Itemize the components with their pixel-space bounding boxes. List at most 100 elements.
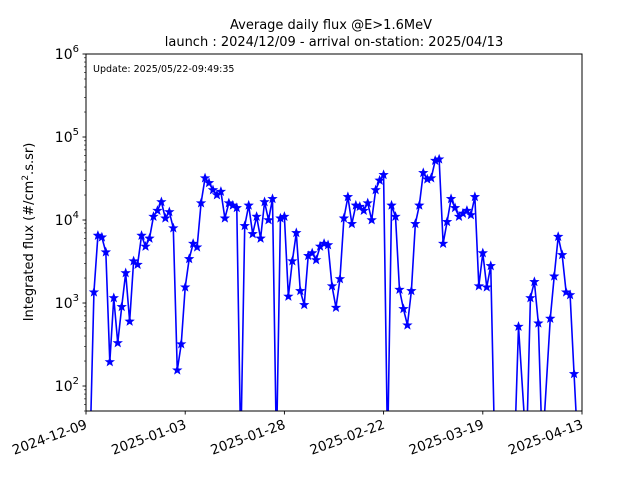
x-tick-label: 2025-01-28: [209, 417, 288, 459]
data-point: [207, 184, 219, 195]
data-point: [342, 191, 354, 202]
y-tick-label: 104: [55, 210, 79, 229]
data-point: [386, 199, 397, 210]
data-point: [390, 211, 401, 221]
data-point: [116, 301, 127, 312]
data-point: [402, 319, 413, 330]
y-tick-label: 105: [55, 127, 79, 146]
data-point: [545, 313, 556, 323]
data-point: [437, 238, 449, 248]
data-point: [172, 364, 183, 375]
data-point: [215, 186, 227, 197]
data-point: [426, 172, 437, 183]
data-point: [449, 202, 461, 213]
chart-title: Average daily flux @E>1.6MeV: [230, 18, 432, 33]
data-point: [263, 214, 274, 225]
data-point: [180, 281, 191, 292]
data-point: [243, 199, 254, 210]
data-point: [100, 246, 112, 257]
data-point: [370, 184, 381, 195]
data-point: [227, 199, 239, 210]
data-point: [255, 232, 266, 243]
series-layer: [88, 153, 580, 411]
update-annotation: Update: 2025/05/22-09:49:35: [93, 64, 234, 75]
data-point: [322, 239, 334, 250]
data-point: [306, 247, 318, 258]
data-point: [267, 193, 278, 204]
data-point: [112, 337, 123, 348]
data-point: [223, 197, 235, 208]
data-point: [529, 276, 540, 287]
data-point: [525, 292, 536, 303]
y-tick-label: 106: [55, 44, 79, 63]
y-axis-label: Integrated flux (#/cm2.s.sr): [21, 143, 37, 322]
data-point: [358, 205, 369, 215]
data-point: [108, 292, 119, 303]
data-point: [465, 209, 477, 220]
data-point: [366, 214, 377, 225]
chart-subtitle: launch : 2024/12/09 - arrival on-station…: [165, 35, 503, 50]
data-point: [88, 286, 100, 297]
data-point: [556, 249, 568, 260]
data-point: [378, 169, 389, 180]
data-point: [203, 177, 215, 188]
x-tick-label: 2024-12-09: [10, 417, 89, 459]
data-point: [414, 199, 425, 210]
y-axis: 102 103 104 105 106: [55, 44, 86, 412]
data-point: [433, 153, 445, 164]
data-point: [568, 368, 580, 379]
data-point: [96, 231, 108, 242]
x-tick-label: 2025-02-22: [308, 417, 387, 459]
x-tick-label: 2025-03-19: [407, 417, 486, 459]
data-point: [513, 321, 524, 331]
data-point: [299, 299, 310, 310]
x-axis: 2024-12-09 2025-01-03 2025-01-28 2025-02-22…: [10, 411, 585, 459]
data-point: [279, 211, 290, 221]
data-point: [445, 193, 457, 204]
data-point: [124, 315, 135, 326]
data-point: [168, 222, 179, 233]
data-point: [418, 167, 429, 178]
data-point: [183, 253, 195, 264]
y-axis-label-main: Integrated flux (#/cm: [22, 181, 37, 322]
x-tick-label: 2025-04-13: [506, 417, 585, 459]
data-point: [374, 174, 385, 185]
data-point: [398, 303, 409, 314]
data-point: [251, 211, 262, 221]
data-point: [346, 218, 358, 229]
data-point: [564, 289, 576, 300]
data-point: [406, 285, 417, 296]
data-point: [441, 216, 453, 227]
data-point: [191, 241, 203, 252]
data-point: [132, 259, 143, 270]
data-point: [410, 218, 421, 229]
data-point: [160, 212, 171, 223]
data-point: [176, 338, 187, 349]
data-point: [156, 196, 167, 207]
data-point: [239, 220, 250, 231]
data-point: [330, 302, 342, 313]
data-point: [259, 196, 270, 207]
data-point: [394, 284, 405, 295]
data-point: [469, 191, 481, 202]
data-point: [219, 212, 231, 223]
data-point: [199, 172, 211, 183]
data-point: [549, 270, 560, 281]
data-point: [148, 211, 159, 221]
data-point: [247, 228, 258, 239]
data-point: [104, 356, 115, 367]
y-axis-label-sup: 2: [21, 175, 31, 181]
data-point: [291, 227, 302, 238]
data-point: [553, 231, 564, 242]
data-point: [120, 267, 131, 278]
y-axis-label-tail: .s.sr): [22, 143, 37, 175]
data-point: [195, 197, 207, 208]
data-point: [362, 197, 373, 208]
data-point: [334, 273, 346, 284]
x-tick-label: 2025-01-03: [109, 417, 188, 459]
data-point: [144, 232, 155, 243]
data-point: [485, 260, 496, 271]
data-point: [477, 247, 488, 258]
data-point: [140, 241, 151, 251]
